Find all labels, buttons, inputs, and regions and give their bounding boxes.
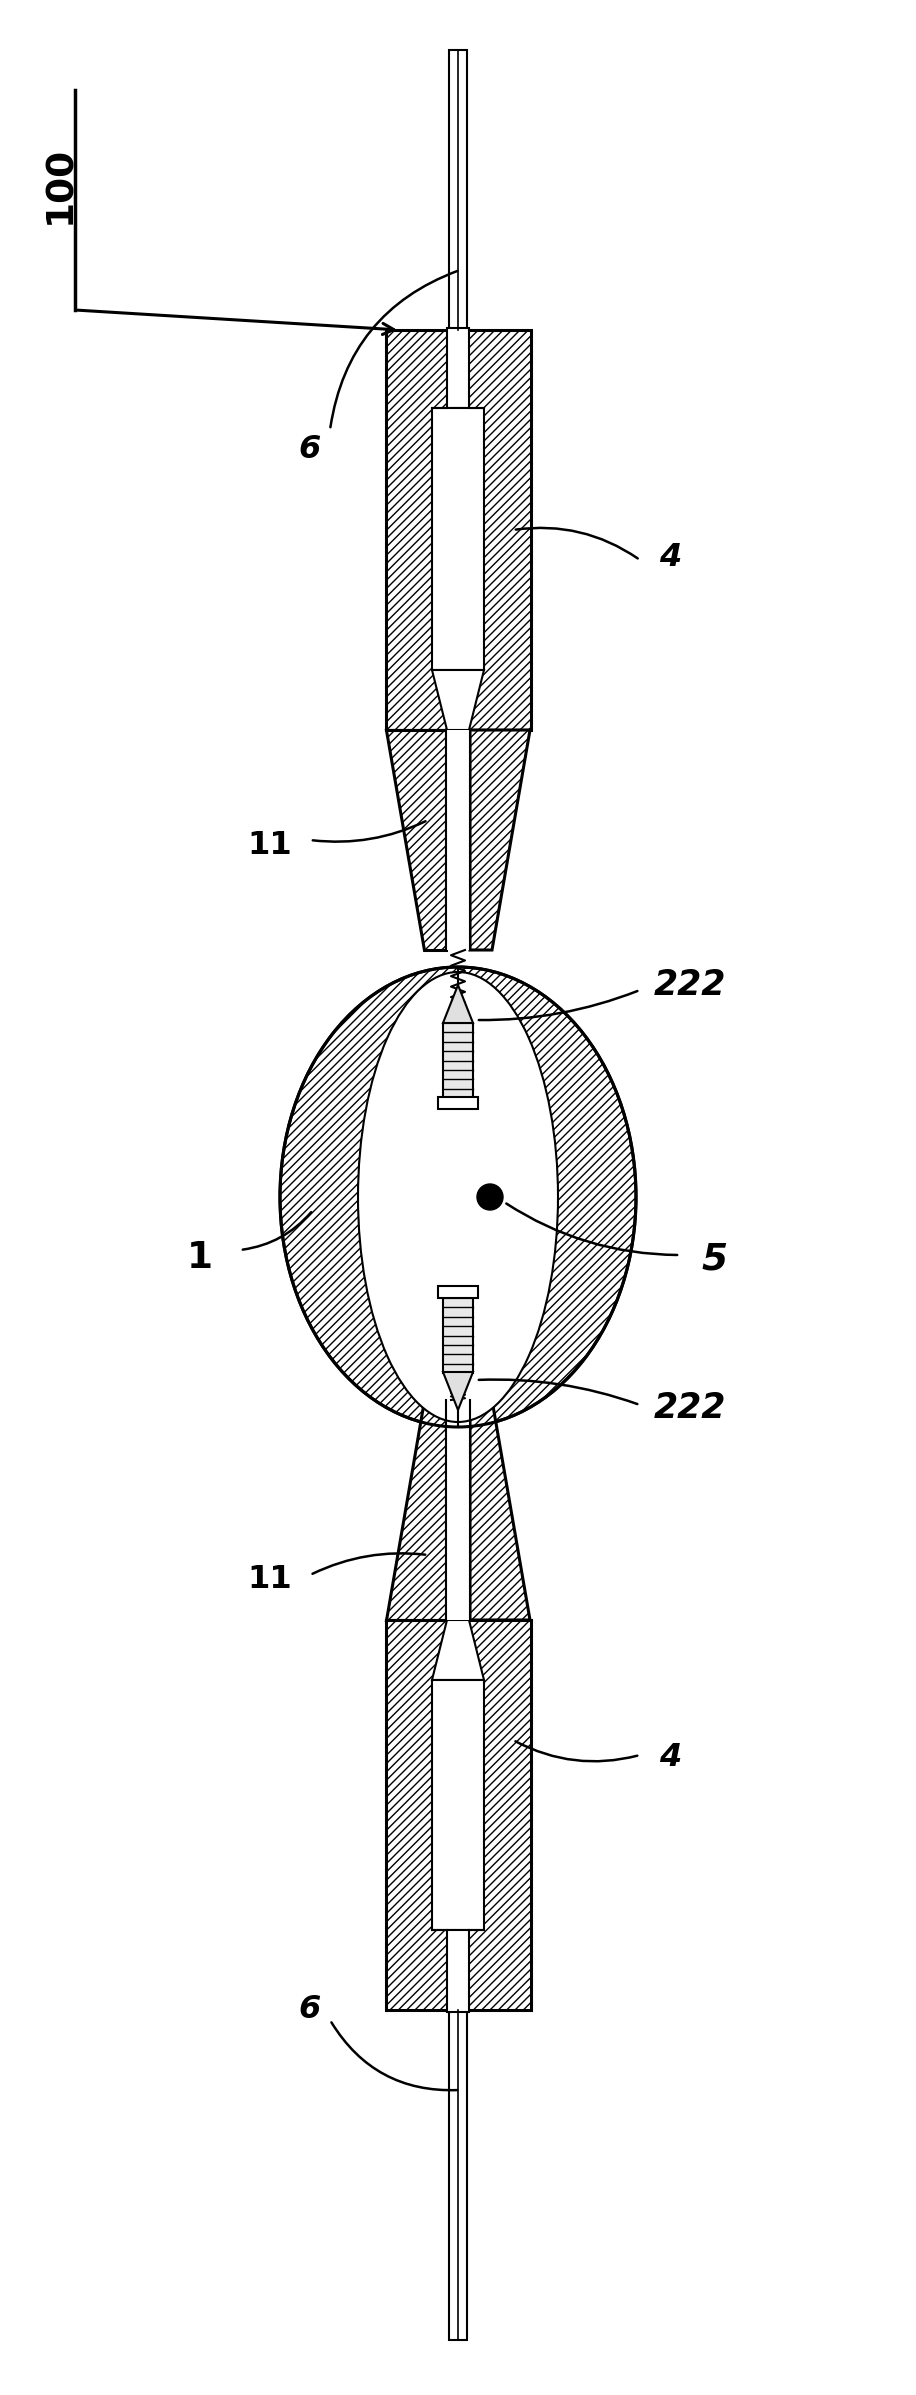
Text: 6: 6 <box>299 1995 322 2026</box>
Text: 100: 100 <box>42 146 78 225</box>
Bar <box>432 407 484 671</box>
Text: 222: 222 <box>654 1391 726 1425</box>
Bar <box>438 1286 478 1298</box>
Bar <box>443 1023 473 1097</box>
Polygon shape <box>443 984 473 1023</box>
Text: 4: 4 <box>659 1744 682 1775</box>
Polygon shape <box>432 1619 484 1679</box>
Text: 6: 6 <box>299 433 322 465</box>
Text: 222: 222 <box>654 968 726 1001</box>
Bar <box>386 331 531 730</box>
Ellipse shape <box>280 968 636 1427</box>
Bar <box>432 1679 484 1930</box>
Polygon shape <box>443 1372 473 1411</box>
Bar <box>449 50 467 331</box>
Ellipse shape <box>358 972 558 1423</box>
Bar <box>386 1619 531 2009</box>
Polygon shape <box>386 730 446 951</box>
Bar <box>438 1097 478 1109</box>
Bar <box>443 1298 473 1372</box>
Text: 11: 11 <box>247 1564 292 1595</box>
Circle shape <box>477 1183 503 1209</box>
Polygon shape <box>386 1401 446 1619</box>
Text: 11: 11 <box>247 829 292 860</box>
Polygon shape <box>432 671 484 730</box>
Polygon shape <box>470 730 530 951</box>
Bar <box>449 2009 467 2340</box>
Bar <box>447 328 469 407</box>
Text: 5: 5 <box>702 1243 728 1279</box>
Text: 4: 4 <box>659 544 682 572</box>
Polygon shape <box>470 1401 530 1619</box>
Text: 1: 1 <box>187 1241 213 1277</box>
Bar <box>447 1930 469 2012</box>
Bar <box>446 1401 470 1619</box>
Bar <box>446 730 470 951</box>
